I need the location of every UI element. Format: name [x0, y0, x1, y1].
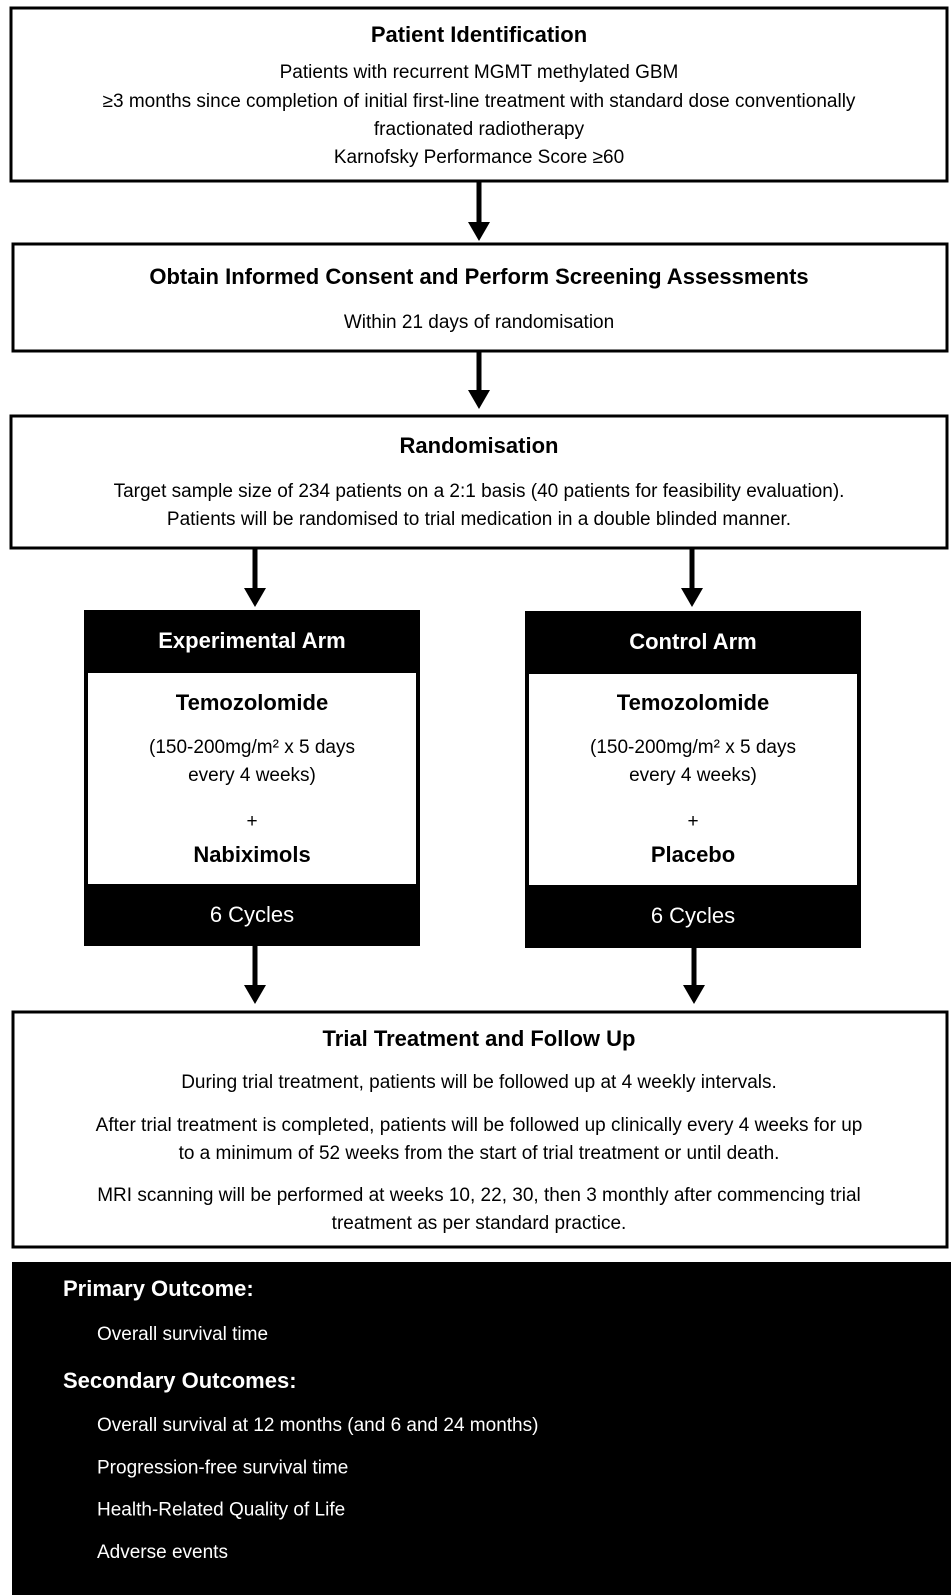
text: Progression-free survival time: [97, 1457, 348, 1478]
text: Patients with recurrent MGMT methylated …: [280, 62, 679, 83]
text: Target sample size of 234 patients on a …: [114, 481, 845, 502]
text: every 4 weeks): [629, 765, 757, 786]
text: MRI scanning will be performed at weeks …: [97, 1185, 861, 1206]
text: (150-200mg/m² x 5 days: [590, 737, 796, 758]
box-patient-identification: [9, 6, 949, 183]
text: Nabiximols: [193, 842, 310, 867]
text: every 4 weeks): [188, 765, 316, 786]
text: Secondary Outcomes:: [63, 1368, 297, 1393]
arm-inner: [529, 674, 857, 885]
text: fractionated radiotherapy: [374, 119, 585, 140]
text: +: [687, 811, 698, 832]
arrow-head: [468, 222, 490, 241]
arrow-head: [683, 985, 705, 1004]
text: During trial treatment, patients will be…: [181, 1072, 777, 1093]
text: Within 21 days of randomisation: [344, 312, 614, 333]
text: Health-Related Quality of Life: [97, 1500, 345, 1521]
text: 6 Cycles: [651, 903, 735, 928]
text: Overall survival at 12 months (and 6 and…: [97, 1415, 538, 1436]
text: ≥3 months since completion of initial fi…: [103, 91, 856, 112]
arm-inner: [88, 673, 416, 884]
text: 6 Cycles: [210, 902, 294, 927]
arrow-head: [244, 985, 266, 1004]
text: Primary Outcome:: [63, 1276, 254, 1301]
text: After trial treatment is completed, pati…: [96, 1115, 863, 1136]
text: (150-200mg/m² x 5 days: [149, 737, 355, 758]
arrow-head: [681, 588, 703, 607]
text: Obtain Informed Consent and Perform Scre…: [149, 264, 808, 289]
text: Randomisation: [400, 433, 559, 458]
text: to a minimum of 52 weeks from the start …: [179, 1143, 780, 1164]
text: Control Arm: [629, 629, 757, 654]
text: Karnofsky Performance Score ≥60: [334, 147, 624, 168]
arrow-head: [468, 390, 490, 409]
text: Patients will be randomised to trial med…: [167, 509, 791, 530]
text: +: [246, 811, 257, 832]
text: Trial Treatment and Follow Up: [323, 1026, 636, 1051]
text: Temozolomide: [617, 690, 769, 715]
text: Temozolomide: [176, 690, 328, 715]
text: Experimental Arm: [158, 628, 345, 653]
text: Overall survival time: [97, 1324, 268, 1345]
arrow-head: [244, 588, 266, 607]
text: Adverse events: [97, 1542, 228, 1563]
box-followup: [11, 1010, 949, 1249]
text: Placebo: [651, 842, 735, 867]
box-consent: [11, 242, 949, 353]
box-randomisation: [9, 414, 949, 550]
text: Patient Identification: [371, 22, 587, 47]
box-outcomes: [12, 1262, 951, 1595]
text: treatment as per standard practice.: [332, 1213, 627, 1234]
